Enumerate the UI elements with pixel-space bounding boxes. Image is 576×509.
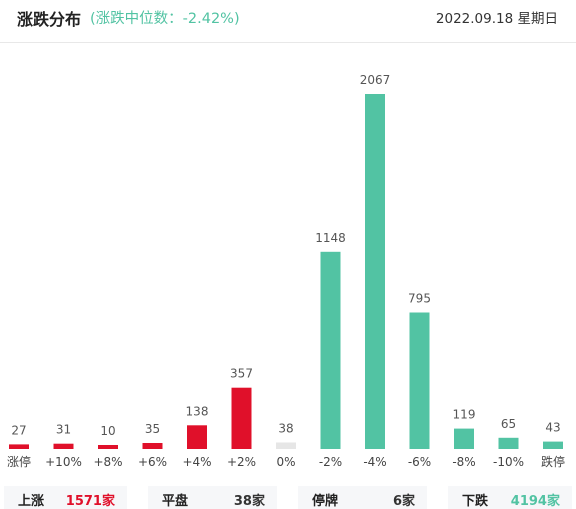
stat-down-unit: 家 [546, 494, 560, 509]
data-label-2: 10 [100, 424, 115, 438]
bar-0 [9, 444, 29, 449]
data-label-8: 2067 [360, 73, 391, 87]
bar-10 [454, 428, 474, 449]
tick-label-10: -8% [452, 455, 475, 469]
data-label-4: 138 [186, 404, 209, 418]
median-change-subtitle: (涨跌中位数：-2.42%) [90, 11, 240, 27]
stat-flat-label: 平盘 [162, 494, 189, 509]
tick-label-2: +8% [93, 455, 122, 469]
chart-header: 涨跌分布 (涨跌中位数：-2.42%) 2022.09.18 星期日 [0, 0, 576, 36]
bar-5 [231, 387, 252, 449]
bar-3 [142, 443, 163, 449]
stat-suspended-unit: 家 [401, 494, 415, 509]
stat-up-number: 1571 [65, 494, 102, 509]
bar-4 [187, 425, 207, 449]
data-label-10: 119 [453, 408, 476, 422]
tick-label-1: +10% [45, 455, 82, 469]
stat-flat: 平盘 38家 [148, 486, 277, 509]
stat-suspended-label: 停牌 [312, 494, 339, 509]
bar-7 [320, 251, 341, 449]
data-label-12: 43 [545, 421, 560, 435]
stat-down-value: 4194家 [511, 490, 560, 509]
stat-down-number: 4194 [510, 494, 547, 509]
data-label-0: 27 [11, 423, 26, 437]
bar-1 [53, 443, 74, 449]
bar-2 [98, 445, 118, 449]
stat-flat-value: 38家 [234, 490, 265, 509]
stat-up: 上涨 1571家 [4, 486, 127, 509]
bar-8 [365, 94, 385, 449]
bar-12 [543, 441, 563, 449]
stat-up-value: 1571家 [66, 490, 115, 509]
tick-label-12: 跌停 [541, 454, 565, 469]
data-label-7: 1148 [315, 231, 346, 245]
data-label-5: 357 [230, 367, 253, 381]
tick-label-11: -10% [493, 455, 524, 469]
stat-suspended: 停牌 6家 [298, 486, 427, 509]
stat-flat-number: 38 [233, 494, 252, 509]
data-label-11: 65 [501, 417, 516, 431]
stat-down-label: 下跌 [462, 494, 489, 509]
header-divider [0, 42, 576, 43]
data-label-3: 35 [145, 422, 160, 436]
tick-label-8: -4% [363, 455, 386, 469]
stat-up-label: 上涨 [18, 494, 45, 509]
summary-footer: 上涨 1571家 平盘 38家 停牌 6家 下跌 4194家 [0, 486, 576, 509]
stat-suspended-number: 6 [392, 494, 402, 509]
data-label-9: 795 [408, 292, 431, 306]
stat-flat-unit: 家 [251, 494, 265, 509]
tick-label-7: -2% [319, 455, 342, 469]
tick-label-4: +4% [182, 455, 211, 469]
data-label-6: 38 [278, 422, 293, 436]
bar-6 [276, 442, 296, 449]
date-label: 2022.09.18 星期日 [435, 11, 558, 27]
data-label-1: 31 [56, 423, 71, 437]
distribution-bar-chart: 27 涨停 31 +10% 10 +8% 35 +6% 138 +4% 357 +2% 38 0% 1148… [7, 73, 565, 469]
tick-label-5: +2% [227, 455, 256, 469]
stat-suspended-value: 6家 [393, 490, 415, 509]
bar-11 [498, 437, 519, 449]
tick-label-0: 涨停 [7, 454, 31, 469]
tick-label-3: +6% [138, 455, 167, 469]
tick-label-9: -6% [408, 455, 431, 469]
bar-9 [409, 312, 430, 449]
tick-label-6: 0% [276, 455, 295, 469]
stat-down: 下跌 4194家 [448, 486, 572, 509]
stat-up-unit: 家 [101, 494, 115, 509]
page-title: 涨跌分布 [17, 10, 82, 29]
